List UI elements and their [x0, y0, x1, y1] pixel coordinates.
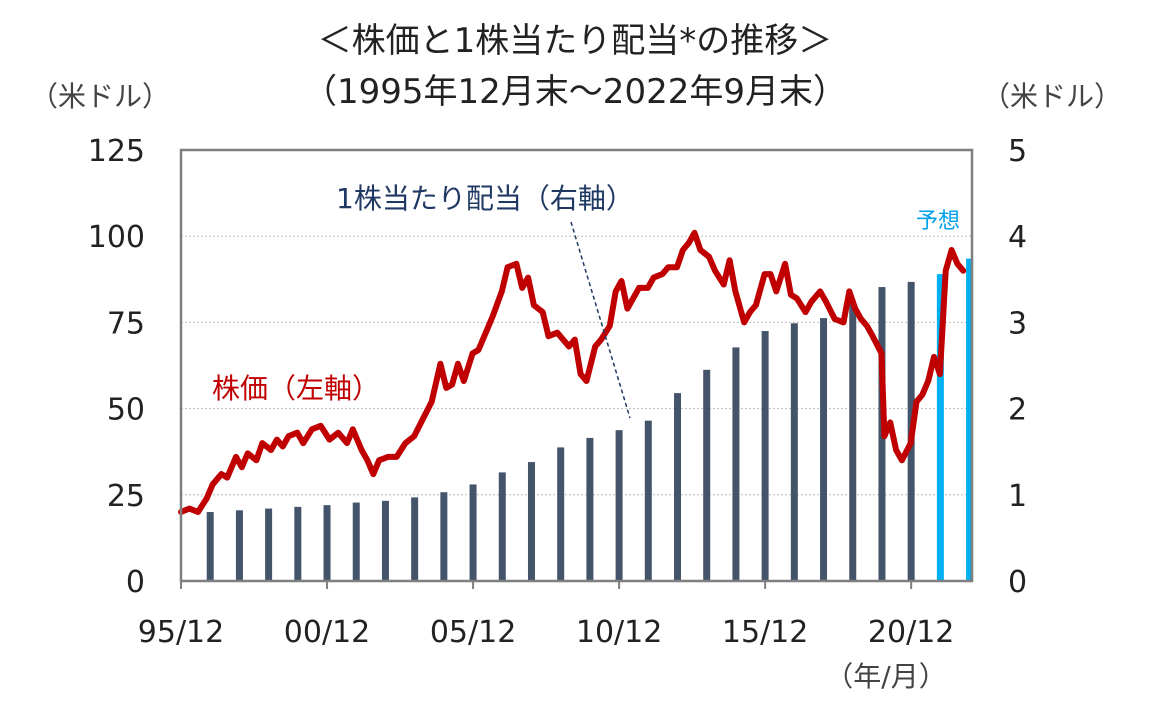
dividend-bar [615, 430, 623, 581]
left-tick-label: 100 [88, 220, 145, 255]
x-tick-label: 15/12 [722, 615, 808, 650]
right-tick-label: 2 [1008, 393, 1027, 428]
x-tick-label: 20/12 [868, 615, 954, 650]
right-tick-label: 3 [1008, 306, 1027, 341]
left-tick-label: 125 [88, 134, 145, 169]
price-line [178, 229, 967, 515]
plot-border [179, 148, 974, 583]
price-series-label: 株価（左軸） [212, 372, 380, 405]
dividend-bar [352, 502, 360, 581]
x-axis-ticks: 95/12 00/12 05/12 10/12 15/12 20/12 [138, 581, 954, 650]
dividend-series-label: 1株当たり配当（右軸） [336, 182, 634, 215]
forecast-label: 予想 [916, 209, 960, 234]
plot-frame [179, 148, 974, 583]
dividend-bar [674, 393, 682, 581]
dividend-bar [644, 420, 652, 581]
right-tick-label: 4 [1008, 220, 1027, 255]
right-tick-label: 0 [1008, 565, 1027, 600]
dividend-bar [411, 497, 419, 581]
x-tick-label: 05/12 [430, 615, 516, 650]
right-axis-unit: （米ドル） [982, 80, 1122, 113]
price-line-layer [178, 229, 967, 515]
left-tick-label: 25 [107, 479, 145, 514]
right-axis-ticks: 0 1 2 3 4 5 [1008, 134, 1027, 600]
dividend-bar [381, 500, 389, 581]
dividend-bar [235, 510, 243, 581]
dividend-bar [820, 318, 828, 581]
dividend-bar [294, 506, 302, 581]
right-tick-label: 5 [1008, 134, 1027, 169]
x-axis-unit: （年/月） [825, 660, 946, 693]
dividend-bar [790, 323, 798, 581]
dividend-bars [206, 258, 974, 581]
right-tick-label: 1 [1008, 479, 1027, 514]
left-tick-label: 0 [126, 565, 145, 600]
left-tick-label: 75 [107, 306, 145, 341]
left-tick-label: 50 [107, 393, 145, 428]
x-tick-label: 95/12 [138, 615, 224, 650]
dividend-bar [498, 472, 506, 581]
forecast-bar [936, 274, 944, 581]
dividend-bar [703, 369, 711, 581]
dividend-bar [527, 462, 535, 581]
dividend-bar [761, 331, 769, 581]
chart-subtitle: （1995年12月末～2022年9月末） [303, 72, 847, 112]
chart-title: ＜株価と1株当たり配当*の推移＞ [318, 21, 833, 61]
dividend-bar [732, 347, 740, 581]
dividend-bar [440, 492, 448, 581]
dividend-bar [323, 505, 331, 581]
left-axis-unit: （米ドル） [30, 80, 170, 113]
dividend-leader-line [570, 221, 631, 419]
dividend-bar [849, 302, 857, 581]
dividend-bar [586, 437, 594, 581]
left-axis-ticks: 0 25 50 75 100 125 [88, 134, 145, 600]
forecast-bar [966, 258, 974, 581]
x-tick-label: 10/12 [576, 615, 662, 650]
dividend-bar [469, 484, 477, 581]
dividend-bar [206, 512, 214, 581]
dividend-bar [265, 508, 273, 581]
dividend-bar [557, 447, 565, 581]
x-tick-label: 00/12 [284, 615, 370, 650]
